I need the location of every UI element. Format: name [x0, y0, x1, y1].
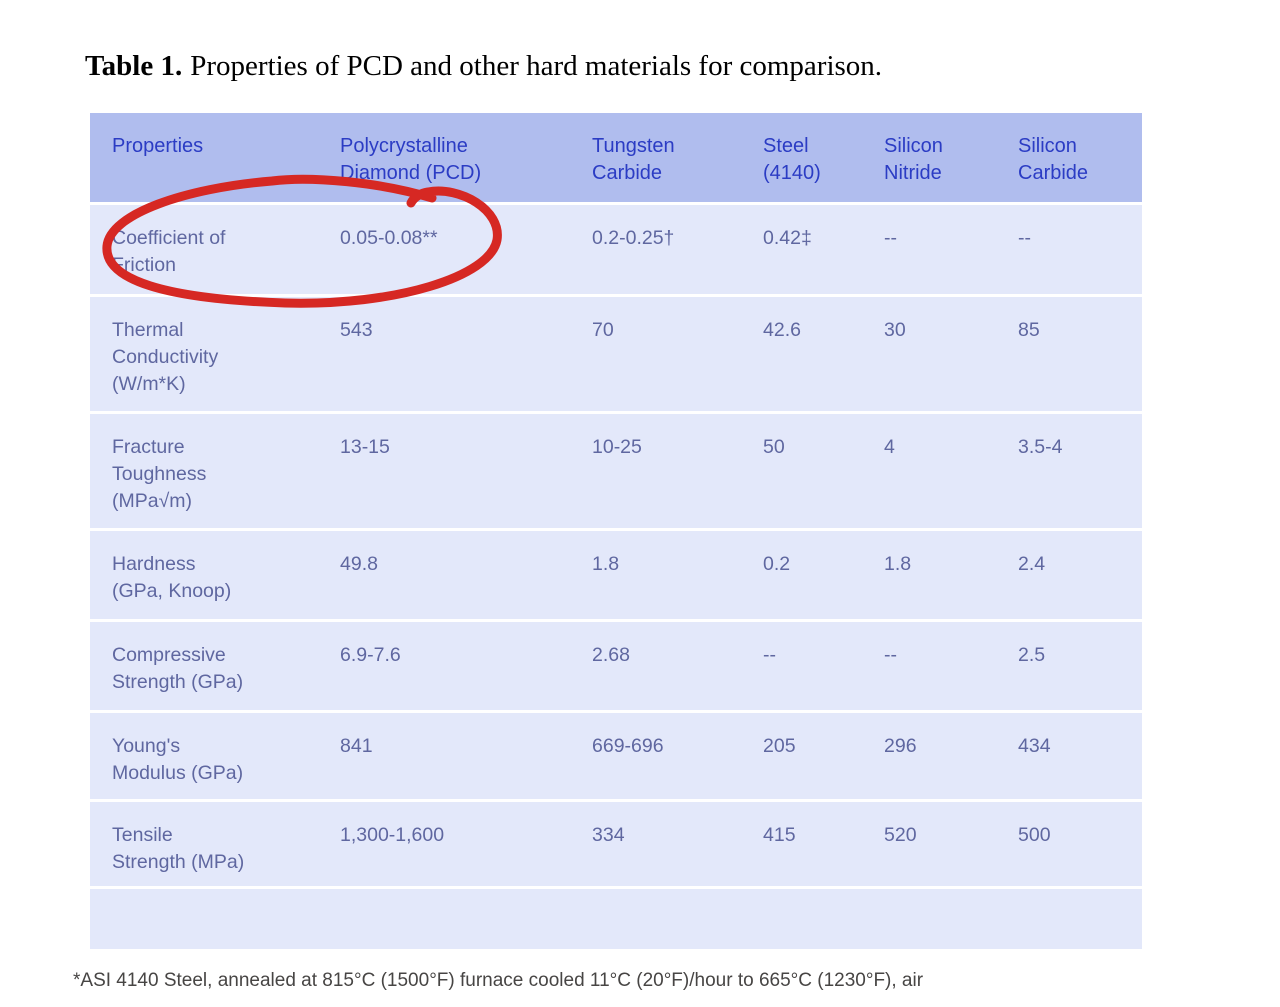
cell: 42.6: [763, 319, 801, 341]
cell: --: [884, 644, 897, 666]
table-footnote: *ASI 4140 Steel, annealed at 815°C (1500…: [73, 970, 924, 991]
table-row-fracture-toughness: Fracture Toughness (MPa√m) 13-15 10-25 5…: [90, 414, 1142, 528]
table-caption: Table 1. Properties of PCD and other hard…: [85, 50, 882, 83]
row-label: Compressive Strength (GPa): [112, 644, 244, 693]
cell: 296: [884, 735, 917, 757]
cell: 13-15: [340, 436, 390, 458]
cell: 30: [884, 319, 906, 341]
table-caption-label: Table 1.: [85, 50, 183, 82]
cell: --: [884, 227, 897, 249]
cell: 1.8: [884, 553, 912, 575]
cell: 841: [340, 735, 373, 757]
table-row-thermal-conductivity: Thermal Conductivity (W/m*K) 543 70 42.6…: [90, 297, 1142, 411]
table-row-youngs-modulus: Young's Modulus (GPa) 841 669-696 205 29…: [90, 713, 1142, 799]
cell: 49.8: [340, 553, 378, 575]
cell: 2.4: [1018, 553, 1046, 575]
cell: 3.5-4: [1018, 436, 1063, 458]
cell: 500: [1018, 824, 1051, 846]
cell: 6.9-7.6: [340, 644, 401, 666]
row-label: Coefficient of Friction: [112, 227, 226, 276]
cell: 1,300-1,600: [340, 824, 445, 846]
table-row-hardness: Hardness (GPa, Knoop) 49.8 1.8 0.2 1.8 2…: [90, 531, 1142, 619]
cell: 0.2: [763, 553, 791, 575]
cell: 520: [884, 824, 917, 846]
cell: 415: [763, 824, 796, 846]
table-header-row: Properties Polycrystalline Diamond (PCD)…: [90, 113, 1142, 202]
table-row-coefficient-of-friction: Coefficient of Friction 0.05-0.08** 0.2-…: [90, 205, 1142, 294]
row-label: Hardness (GPa, Knoop): [112, 553, 232, 602]
row-label: Thermal Conductivity (W/m*K): [112, 319, 219, 395]
cell: --: [1018, 227, 1031, 249]
header-cell-si-carbide: Silicon Carbide: [1018, 135, 1089, 184]
row-label: Tensile Strength (MPa): [112, 824, 245, 873]
cell: 0.2-0.25†: [592, 227, 675, 249]
cell: 1.8: [592, 553, 620, 575]
cell: 10-25: [592, 436, 642, 458]
cell: 4: [884, 436, 895, 458]
cell: 0.42‡: [763, 227, 812, 249]
cell: 0.05-0.08**: [340, 227, 438, 249]
header-cell-steel: Steel (4140): [763, 135, 821, 184]
cell: 669-696: [592, 735, 664, 757]
header-cell-properties: Properties: [112, 135, 204, 157]
cell: 2.5: [1018, 644, 1046, 666]
cell: 205: [763, 735, 796, 757]
table-row-tensile-strength: Tensile Strength (MPa) 1,300-1,600 334 4…: [90, 802, 1142, 886]
header-cell-pcd: Polycrystalline Diamond (PCD): [340, 135, 482, 184]
cell: 434: [1018, 735, 1051, 757]
header-cell-tungsten: Tungsten Carbide: [592, 135, 675, 184]
table-caption-text: Properties of PCD and other hard materia…: [190, 50, 883, 82]
table-row-empty: [90, 889, 1142, 949]
cell: 70: [592, 319, 614, 341]
header-cell-si-nitride: Silicon Nitride: [884, 135, 943, 184]
properties-table: Properties Polycrystalline Diamond (PCD)…: [90, 113, 1142, 952]
table-row-compressive-strength: Compressive Strength (GPa) 6.9-7.6 2.68 …: [90, 622, 1142, 710]
cell: 85: [1018, 319, 1040, 341]
cell: 543: [340, 319, 373, 341]
cell: 2.68: [592, 644, 630, 666]
cell: 334: [592, 824, 625, 846]
row-label: Young's Modulus (GPa): [112, 735, 244, 784]
cell: --: [763, 644, 776, 666]
row-label: Fracture Toughness (MPa√m): [112, 436, 207, 512]
cell: 50: [763, 436, 785, 458]
